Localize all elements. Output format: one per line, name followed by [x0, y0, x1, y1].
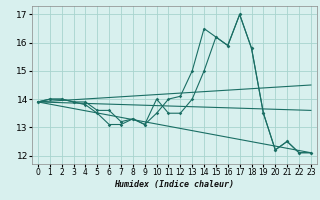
X-axis label: Humidex (Indice chaleur): Humidex (Indice chaleur)	[115, 180, 234, 189]
